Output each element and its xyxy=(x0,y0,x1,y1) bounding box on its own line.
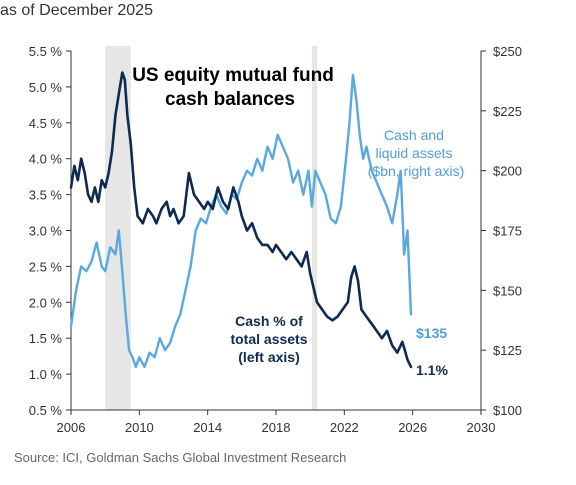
left-tick-label: 5.0 % xyxy=(29,80,63,95)
right-tick-label: $100 xyxy=(493,403,522,418)
left-tick-label: 2.5 % xyxy=(29,259,63,274)
axes: 0.5 % 1.0 % 1.5 % 2.0 % 2.5 % 3.0 % 3.5 % 4.0 %… xyxy=(29,44,522,435)
cash-pct-label-line-1: Cash % of xyxy=(235,313,303,329)
x-tick-label: 2006 xyxy=(57,420,86,435)
series-lines xyxy=(69,71,413,369)
right-tick-label: $150 xyxy=(493,283,522,298)
cash-bn-label-line-1: Cash and xyxy=(384,127,444,143)
cash-bn-line xyxy=(69,73,413,369)
left-tick-label: 0.5 % xyxy=(29,403,63,418)
left-tick-label: 4.0 % xyxy=(29,152,63,167)
left-tick-label: 2.0 % xyxy=(29,295,63,310)
cash-bn-label-line-2: liquid assets xyxy=(375,145,452,161)
right-tick-label: $225 xyxy=(493,104,522,119)
chart-title-line-2: cash balances xyxy=(165,89,295,110)
cash-bn-label-line-3: ($bn, right axis) xyxy=(368,163,464,179)
right-tick-label: $200 xyxy=(493,164,522,179)
shaded-period-1 xyxy=(311,46,317,410)
left-tick-label: 5.5 % xyxy=(29,44,63,59)
right-tick-label: $125 xyxy=(493,343,522,358)
chart-title-line-1: US equity mutual fund xyxy=(132,65,334,86)
source-note: Source: ICI, Goldman Sachs Global Invest… xyxy=(14,450,347,465)
x-tick-label: 2010 xyxy=(125,420,154,435)
left-tick-label: 1.5 % xyxy=(29,331,63,346)
cash-pct-label-line-2: total assets xyxy=(230,331,307,347)
right-tick-label: $175 xyxy=(493,224,522,239)
chart-labels: US equity mutual fund cash balances Cash… xyxy=(132,65,464,378)
left-tick-label: 1.0 % xyxy=(29,367,63,382)
cash-pct-end-label: 1.1% xyxy=(416,362,448,378)
x-tick-label: 2026 xyxy=(398,420,427,435)
chart-subtitle: as of December 2025 xyxy=(0,2,153,19)
x-tick-label: 2030 xyxy=(467,420,496,435)
x-tick-label: 2018 xyxy=(262,420,291,435)
left-tick-label: 3.0 % xyxy=(29,224,63,239)
left-tick-label: 3.5 % xyxy=(29,188,63,203)
cash-bn-end-label: $135 xyxy=(416,325,447,341)
x-tick-label: 2022 xyxy=(330,420,359,435)
right-tick-label: $250 xyxy=(493,44,522,59)
left-tick-label: 4.5 % xyxy=(29,116,63,131)
x-tick-label: 2014 xyxy=(193,420,222,435)
cash-pct-label-line-3: (left axis) xyxy=(238,349,299,365)
cash-pct-line xyxy=(69,71,413,369)
